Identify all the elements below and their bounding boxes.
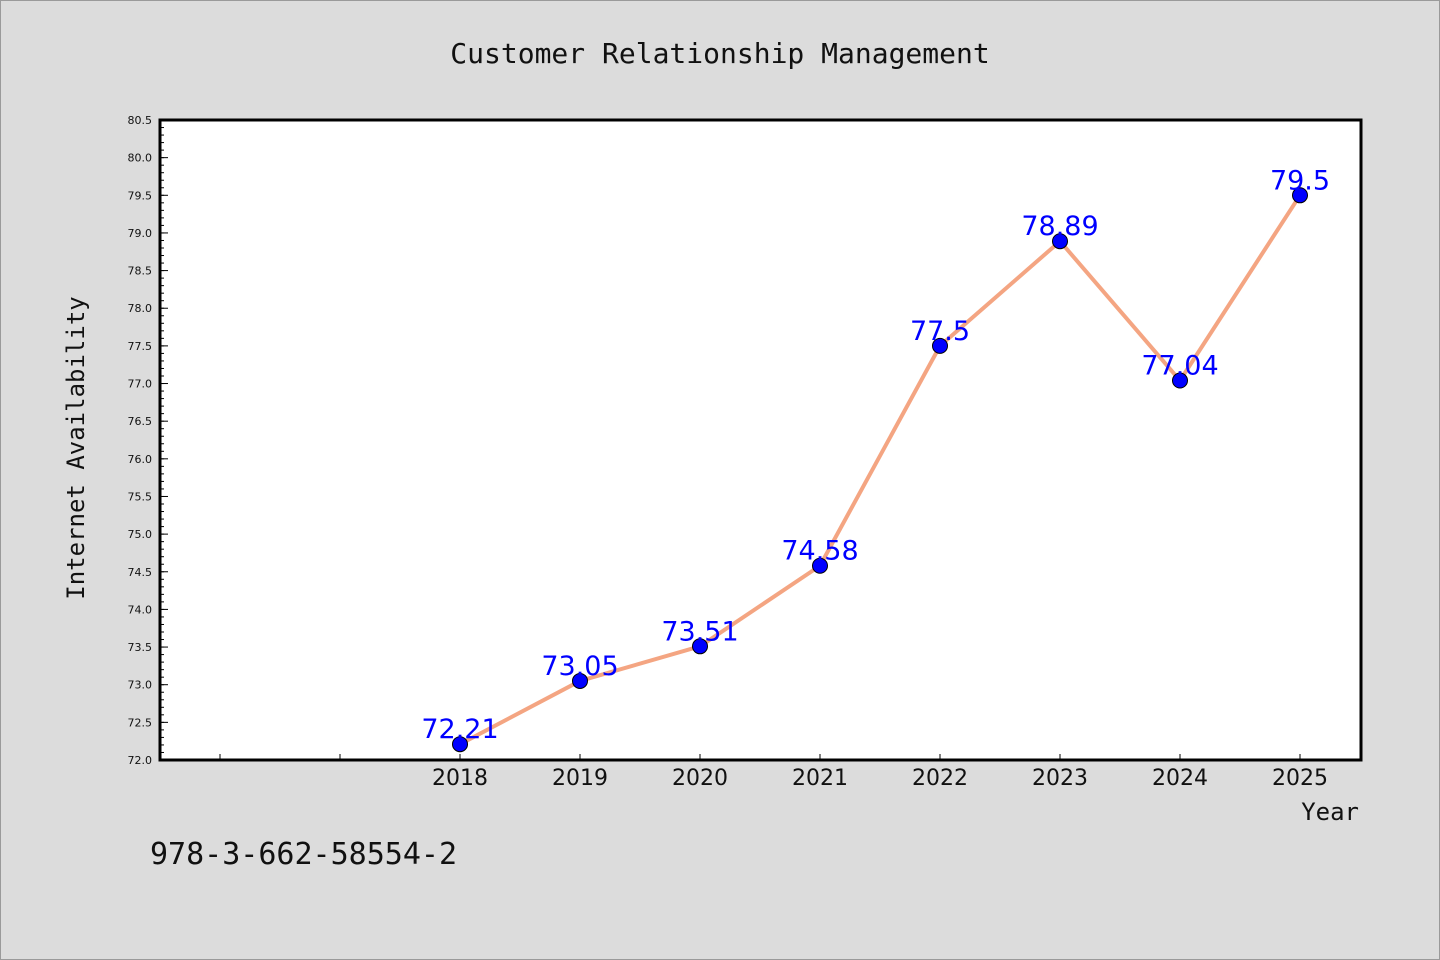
x-tick-label: 2020 (672, 766, 728, 791)
y-tick-label: 73.5 (128, 641, 153, 654)
data-point (1052, 233, 1068, 250)
plot-area (158, 118, 1363, 762)
y-tick-label: 78.0 (128, 302, 153, 315)
y-axis-label: Internet Availability (62, 296, 90, 599)
y-tick-label: 72.5 (128, 716, 153, 729)
y-tick-label: 79.0 (128, 227, 153, 240)
y-tick-label: 73.0 (128, 679, 153, 692)
data-point (1292, 187, 1308, 204)
data-label: 79.5 (1270, 165, 1330, 196)
y-tick-label: 75.0 (128, 528, 153, 541)
y-tick-label: 76.0 (128, 453, 153, 466)
data-label: 73.51 (661, 616, 738, 647)
data-label: 74.58 (781, 536, 858, 567)
y-tick-label: 80.5 (128, 114, 153, 127)
data-point (572, 672, 588, 689)
y-tick-label: 77.0 (128, 378, 153, 391)
x-tick-label: 2022 (912, 766, 968, 791)
y-tick-label: 74.0 (128, 603, 153, 616)
x-tick-label: 2021 (792, 766, 848, 791)
x-tick-label: 2023 (1032, 766, 1088, 791)
series-line (459, 194, 1302, 746)
data-label: 77.5 (910, 316, 970, 347)
x-tick-label: 2018 (432, 766, 488, 791)
y-tick-label: 80.0 (128, 152, 153, 165)
data-point (932, 337, 948, 354)
y-tick-label: 72.0 (128, 754, 153, 767)
chart-title: Customer Relationship Management (450, 37, 989, 70)
x-tick-label: 2019 (552, 766, 608, 791)
data-label: 77.04 (1141, 351, 1218, 382)
y-tick-label: 75.5 (128, 490, 153, 503)
x-axis-label: Year (1301, 798, 1359, 826)
y-axis: 72.0 72.5 73.0 73.5 74.0 74.5 75.0 75.5 76.0 76.5… (128, 114, 168, 767)
data-point (812, 557, 828, 574)
data-label: 73.05 (541, 651, 618, 682)
y-tick-label: 76.5 (128, 415, 153, 428)
data-point (452, 736, 468, 753)
x-tick-label: 2024 (1152, 766, 1208, 791)
footer-isbn: 978-3-662-58554-2 (150, 837, 457, 872)
x-axis: 2018 2019 2020 2021 2022 2023 2024 2025 (219, 754, 1328, 791)
data-point (1172, 372, 1188, 389)
data-point (692, 638, 708, 655)
data-label: 78.89 (1021, 211, 1098, 242)
y-tick-label: 77.5 (128, 340, 153, 353)
data-label: 72.21 (421, 714, 498, 745)
x-tick-label: 2025 (1272, 766, 1328, 791)
y-tick-label: 79.5 (128, 189, 153, 202)
y-tick-label: 74.5 (128, 566, 153, 579)
y-tick-label: 78.5 (128, 265, 153, 278)
series-layer: 72.21 73.05 73.51 74.58 77.5 78.89 77.04 79.5 (421, 165, 1330, 753)
